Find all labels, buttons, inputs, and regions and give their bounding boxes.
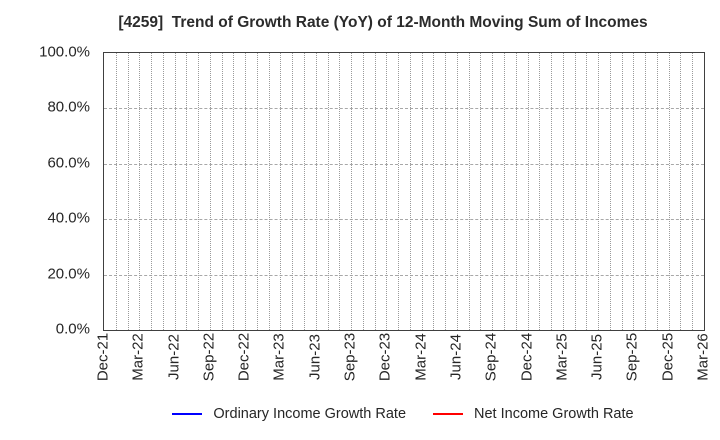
- gridline-vertical: [292, 53, 294, 330]
- gridline-vertical: [668, 53, 670, 330]
- gridline-vertical: [245, 53, 247, 330]
- gridline-vertical: [609, 53, 611, 330]
- gridline-vertical: [539, 53, 541, 330]
- gridline-vertical: [492, 53, 494, 330]
- gridline-vertical: [527, 53, 529, 330]
- gridline-vertical: [221, 53, 223, 330]
- gridline-vertical: [186, 53, 188, 330]
- gridline-vertical: [468, 53, 470, 330]
- x-tick-label: Mar-26: [694, 333, 712, 381]
- gridline-vertical: [480, 53, 482, 330]
- x-tick-label: Dec-25: [659, 332, 677, 382]
- plot-area: [103, 52, 705, 331]
- gridline-vertical: [162, 53, 164, 330]
- gridline-vertical: [315, 53, 317, 330]
- gridline-vertical: [586, 53, 588, 330]
- gridline-vertical: [445, 53, 447, 330]
- gridline-vertical: [304, 53, 305, 330]
- legend: Ordinary Income Growth Rate Net Income Gr…: [103, 403, 703, 425]
- gridline-vertical: [127, 53, 129, 330]
- gridline-vertical: [280, 53, 282, 330]
- gridline-vertical: [327, 53, 329, 330]
- x-tick-label: Mar-25: [553, 333, 571, 381]
- x-tick-label: Mar-24: [412, 333, 430, 381]
- gridline-vertical: [433, 53, 435, 330]
- y-tick-label: 100.0%: [39, 43, 90, 61]
- gridline-vertical: [692, 53, 694, 330]
- x-tick-label: Sep-23: [341, 332, 359, 382]
- x-tick-label: Jun-24: [447, 334, 465, 380]
- chart-title: [4259] Trend of Growth Rate (YoY) of 12-…: [118, 14, 648, 31]
- gridline-vertical: [645, 53, 647, 330]
- x-tick-label: Mar-23: [270, 333, 288, 381]
- gridline-vertical: [351, 53, 353, 330]
- gridline-vertical: [598, 53, 600, 330]
- gridline-vertical: [574, 53, 576, 330]
- x-tick-label: Dec-22: [235, 332, 253, 382]
- x-tick-label: Jun-25: [588, 334, 606, 380]
- gridline-vertical: [421, 53, 423, 330]
- gridline-vertical: [151, 53, 153, 330]
- gridline-vertical: [398, 53, 400, 330]
- gridline-vertical: [656, 53, 658, 330]
- x-tick-label: Sep-24: [482, 332, 500, 382]
- gridline-vertical: [621, 53, 623, 330]
- y-tick-label: 20.0%: [47, 265, 90, 283]
- gridline-vertical: [198, 53, 200, 330]
- gridline-vertical: [551, 53, 553, 330]
- gridline-vertical: [139, 53, 141, 330]
- y-tick-label: 80.0%: [47, 98, 90, 116]
- gridline-vertical: [233, 53, 235, 330]
- x-tick-label: Jun-22: [165, 334, 183, 380]
- x-tick-label: Dec-21: [94, 332, 112, 382]
- gridline-horizontal: [104, 108, 704, 110]
- y-tick-label: 40.0%: [47, 209, 90, 227]
- gridline-vertical: [374, 53, 376, 330]
- gridline-vertical: [633, 53, 635, 330]
- gridline-vertical: [268, 53, 270, 330]
- series-lines: [104, 53, 704, 330]
- gridline-vertical: [256, 53, 258, 330]
- x-tick-label: Sep-22: [200, 332, 218, 382]
- gridline-horizontal: [104, 274, 704, 276]
- gridline-vertical: [339, 53, 341, 330]
- gridline-horizontal: [104, 219, 704, 221]
- gridline-vertical: [115, 53, 117, 330]
- gridline-vertical: [456, 53, 458, 330]
- x-tick-label: Sep-25: [623, 332, 641, 382]
- gridline-horizontal: [104, 163, 704, 165]
- x-tick-label: Dec-24: [518, 332, 536, 382]
- gridline-vertical: [174, 53, 176, 330]
- legend-label: Net Income Growth Rate: [474, 406, 634, 422]
- legend-line-swatch: [172, 412, 203, 416]
- legend-label: Ordinary Income Growth Rate: [213, 406, 407, 422]
- legend-item: Net Income Growth Rate: [433, 406, 634, 422]
- gridline-vertical: [362, 53, 364, 330]
- gridline-vertical: [409, 53, 411, 330]
- gridline-vertical: [386, 53, 388, 330]
- x-tick-label: Mar-22: [129, 333, 147, 381]
- legend-line-swatch: [433, 412, 464, 416]
- gridline-vertical: [504, 53, 505, 330]
- gridline-vertical: [562, 53, 564, 330]
- gridline-vertical: [209, 53, 211, 330]
- x-tick-label: Jun-23: [306, 334, 324, 380]
- legend-item: Ordinary Income Growth Rate: [172, 406, 406, 422]
- y-tick-label: 60.0%: [47, 154, 90, 172]
- y-tick-label: 0.0%: [55, 320, 90, 338]
- x-tick-label: Dec-23: [376, 332, 394, 382]
- gridline-vertical: [680, 53, 682, 330]
- gridline-vertical: [515, 53, 517, 330]
